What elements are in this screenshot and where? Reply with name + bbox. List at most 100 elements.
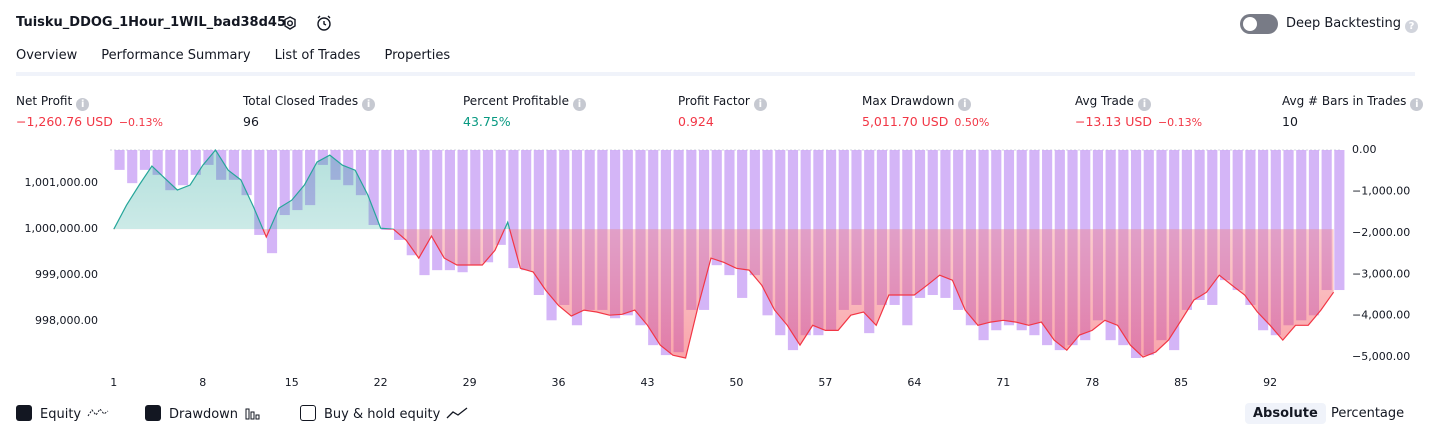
- header-icons: [284, 15, 331, 31]
- info-icon[interactable]: i: [1410, 98, 1424, 111]
- deep-backtesting-toggle[interactable]: [1240, 14, 1278, 34]
- x-tick-label: 78: [1085, 376, 1099, 389]
- metric-label-row: Total Closed Trades i: [243, 94, 376, 111]
- drawdown-bar: [127, 150, 138, 184]
- x-tick-label: 64: [907, 376, 921, 389]
- metric: Total Closed Trades i 96: [243, 94, 376, 129]
- x-tick-label: 15: [285, 376, 299, 389]
- drawdown-bar: [851, 150, 862, 305]
- drawdown-bar: [432, 150, 443, 271]
- checkbox[interactable]: [16, 405, 32, 421]
- x-tick-label: 22: [374, 376, 388, 389]
- legend-icon: [245, 408, 260, 420]
- drawdown-bar: [177, 150, 189, 186]
- metric-label-row: Avg Trade i: [1075, 94, 1202, 111]
- strategy-title: Tuisku_DDOG_1Hour_1WIL_bad38d45: [16, 15, 286, 30]
- help-icon[interactable]: ?: [1405, 20, 1419, 33]
- metric-value: 5,011.70 USD: [862, 114, 949, 129]
- info-icon[interactable]: i: [362, 98, 376, 111]
- scale-mode[interactable]: Percentage: [1331, 406, 1405, 421]
- metric-value-row: 43.75%: [463, 114, 586, 129]
- metric-value-row: 96: [243, 114, 375, 129]
- metric-value: 96: [243, 114, 259, 129]
- drawdown-bar: [508, 150, 519, 269]
- drawdown-bar: [444, 150, 455, 271]
- drawdown-bar: [279, 150, 290, 216]
- checkbox[interactable]: [300, 405, 316, 421]
- drawdown-bar: [292, 150, 303, 211]
- info-icon[interactable]: i: [1137, 98, 1151, 111]
- drawdown-bar: [1245, 150, 1256, 305]
- metric-label: Profit Factor: [678, 94, 750, 108]
- legend-label: Buy & hold equity: [324, 407, 441, 422]
- drawdown-bar: [190, 150, 201, 175]
- metric-label: Avg # Bars in Trades: [1282, 94, 1407, 108]
- alert-icon[interactable]: [317, 15, 331, 31]
- drawdown-bar: [317, 150, 328, 165]
- drawdown-bar: [927, 150, 938, 296]
- drawdown-bar: [152, 150, 163, 175]
- legend-label: Equity: [40, 407, 82, 422]
- legend-item[interactable]: Drawdown: [145, 405, 266, 422]
- info-icon[interactable]: i: [958, 98, 972, 111]
- metric-value: −13.13 USD: [1075, 114, 1152, 129]
- metric-value-row: 10: [1282, 114, 1423, 129]
- y-tick-label: 999,000.00: [35, 268, 98, 281]
- tab[interactable]: List of Trades: [274, 48, 361, 63]
- x-tick-label: 85: [1174, 376, 1188, 389]
- scale-mode[interactable]: Absolute: [1245, 403, 1326, 424]
- metric-value: 10: [1282, 114, 1298, 129]
- drawdown-bar: [940, 150, 951, 298]
- metric-value-row: −1,260.76 USD −0.13%: [16, 114, 163, 129]
- drawdown-bar: [457, 150, 468, 273]
- metric-label-row: Max Drawdown i: [862, 94, 989, 111]
- drawdown-bar: [1232, 150, 1243, 291]
- drawdown-bar: [1194, 150, 1205, 300]
- tab[interactable]: Performance Summary: [101, 48, 251, 63]
- x-tick-label: 50: [729, 376, 743, 389]
- drawdown-bar: [266, 150, 278, 254]
- drawdown-bar: [521, 150, 532, 271]
- metric: Percent Profitable i 43.75%: [463, 94, 586, 129]
- legend-label: Drawdown: [169, 407, 239, 422]
- drawdown-bar: [114, 150, 125, 170]
- drawdown-bar: [1334, 150, 1345, 291]
- y2-tick-label: −5,000.00: [1352, 350, 1410, 363]
- checkbox[interactable]: [145, 405, 161, 421]
- drawdown-bar: [139, 150, 151, 170]
- metric: Net Profit i −1,260.76 USD −0.13%: [16, 94, 163, 129]
- metric-label: Percent Profitable: [463, 94, 569, 108]
- drawdown-bar: [381, 150, 392, 230]
- drawdown-bar: [254, 150, 265, 235]
- y2-tick-label: 0.00: [1352, 143, 1377, 156]
- drawdown-bar: [495, 150, 506, 245]
- info-icon[interactable]: i: [753, 98, 767, 111]
- y2-tick-label: −4,000.00: [1352, 309, 1410, 322]
- drawdown-bar: [737, 150, 748, 298]
- legend-item[interactable]: Buy & hold equity: [300, 405, 468, 422]
- metric-value: −1,260.76 USD: [16, 114, 113, 129]
- legend-item[interactable]: Equity: [16, 405, 109, 422]
- metric-label: Total Closed Trades: [243, 94, 359, 108]
- info-icon[interactable]: i: [76, 98, 90, 111]
- y2-tick-label: −3,000.00: [1352, 267, 1410, 280]
- drawdown-bar: [889, 150, 900, 305]
- metric-label-row: Profit Factor i: [678, 94, 767, 111]
- equity-chart: 998,000.00 999,000.00 1,000,000.00 1,001,00…: [25, 143, 1411, 389]
- tab-divider: [16, 72, 1415, 76]
- metric-value-row: 5,011.70 USD 0.50%: [862, 114, 989, 129]
- equity-area-positive: [113, 150, 1334, 230]
- settings-icon[interactable]: [284, 16, 296, 30]
- info-icon[interactable]: i: [572, 98, 586, 111]
- drawdown-bar: [1219, 150, 1231, 281]
- drawdown-bar: [711, 150, 722, 266]
- drawdown-bar: [1207, 150, 1218, 305]
- x-tick-label: 1: [110, 376, 117, 389]
- drawdown-bar: [368, 150, 379, 225]
- metric-label: Net Profit: [16, 94, 73, 108]
- metric: Avg Trade i −13.13 USD −0.13%: [1075, 94, 1202, 129]
- metric: Max Drawdown i 5,011.70 USD 0.50%: [862, 94, 989, 129]
- y2-tick-label: −2,000.00: [1352, 226, 1410, 239]
- tab[interactable]: Properties: [384, 48, 451, 63]
